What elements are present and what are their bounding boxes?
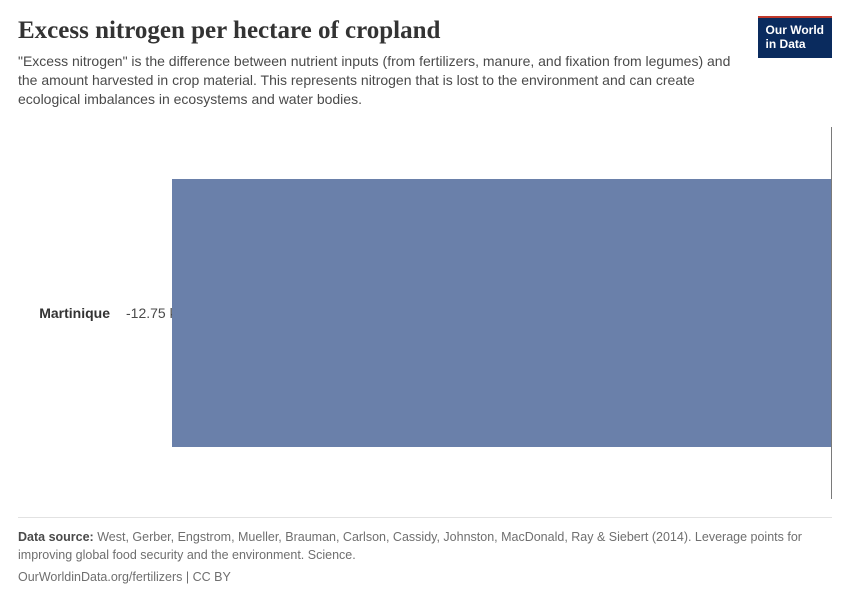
bar-rect	[172, 179, 832, 447]
title-block: Excess nitrogen per hectare of cropland …	[18, 16, 758, 109]
footer-url: OurWorldinData.org/fertilizers	[18, 570, 182, 584]
footer-row2: OurWorldinData.org/fertilizers | CC BY	[18, 568, 832, 586]
footer-license: CC BY	[193, 570, 231, 584]
source-text: West, Gerber, Engstrom, Mueller, Brauman…	[18, 530, 802, 562]
zero-axis-line	[831, 127, 832, 499]
header-row: Excess nitrogen per hectare of cropland …	[18, 16, 832, 109]
source-label: Data source:	[18, 530, 94, 544]
chart-footer: Data source: West, Gerber, Engstrom, Mue…	[18, 517, 832, 586]
chart-subtitle: "Excess nitrogen" is the difference betw…	[18, 52, 738, 109]
logo-line1: Our World	[766, 23, 824, 37]
owid-logo: Our World in Data	[758, 16, 832, 58]
chart-area: Martinique -12.75 kg	[18, 127, 832, 499]
footer-sep: |	[182, 570, 192, 584]
chart-container: Excess nitrogen per hectare of cropland …	[0, 0, 850, 600]
source-line: Data source: West, Gerber, Engstrom, Mue…	[18, 528, 832, 564]
category-label: Martinique	[39, 305, 110, 321]
chart-title: Excess nitrogen per hectare of cropland	[18, 16, 746, 46]
logo-line2: in Data	[766, 37, 824, 51]
y-axis-label-wrap: Martinique	[18, 127, 118, 499]
